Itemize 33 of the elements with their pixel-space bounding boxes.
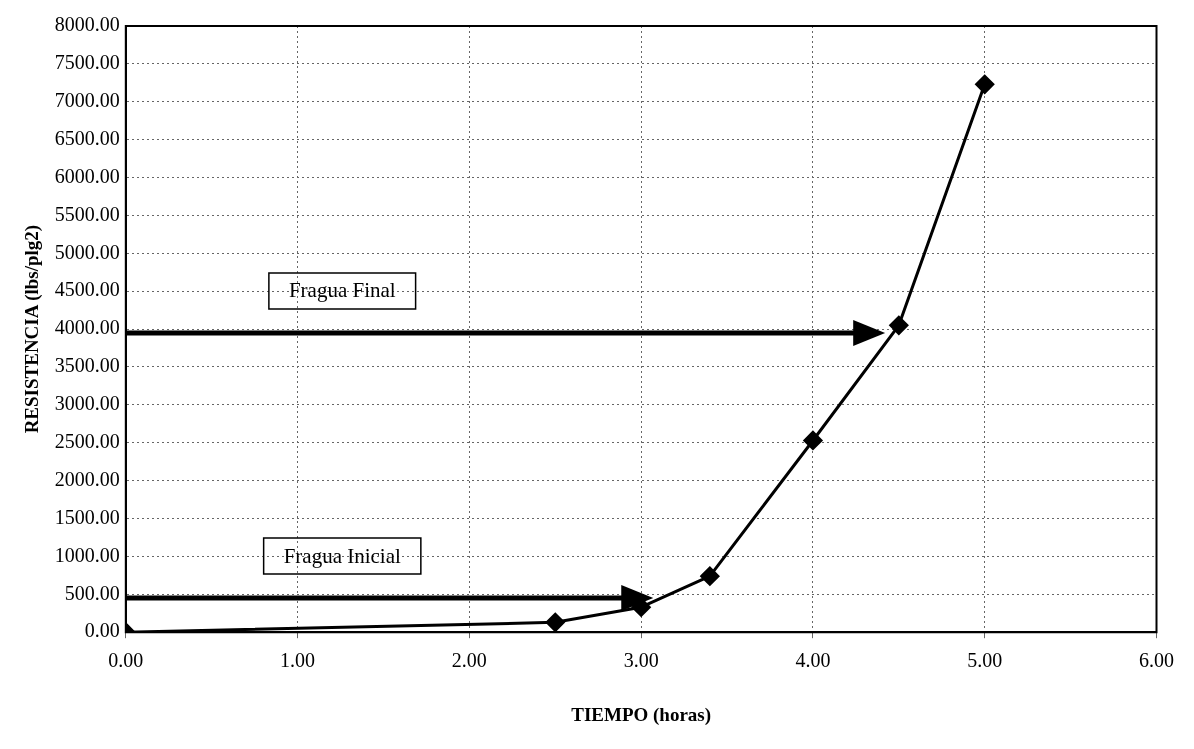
y-tick-label: 6000.00	[54, 164, 120, 187]
x-tick-label: 0.00	[108, 649, 144, 672]
point	[889, 315, 909, 335]
y-tick-label: 7500.00	[54, 51, 120, 74]
ref-line-label: Fragua Inicial	[283, 543, 402, 568]
y-tick-label: 5000.00	[54, 240, 120, 263]
y-axis-title: RESISTENCIA (lbs/plg2)	[21, 224, 44, 434]
x-axis-title: TIEMPO (horas)	[571, 703, 712, 726]
y-tick-label: 7000.00	[54, 89, 120, 112]
point	[700, 566, 720, 586]
y-tick-label: 5500.00	[54, 202, 120, 225]
y-tick-label: 1500.00	[54, 505, 120, 528]
x-tick-label: 3.00	[623, 649, 659, 672]
y-tick-label: 3500.00	[54, 354, 120, 377]
x-tick-label: 1.00	[280, 649, 316, 672]
x-tick-label: 2.00	[451, 649, 487, 672]
y-tick-label: 4000.00	[54, 316, 120, 339]
y-tick-label: 1000.00	[54, 543, 120, 566]
x-tick-label: 4.00	[795, 649, 831, 672]
y-tick-label: 2000.00	[54, 467, 120, 490]
x-tick-label: 6.00	[1139, 649, 1174, 672]
y-tick-label: 3000.00	[54, 392, 120, 415]
y-tick-label: 500.00	[64, 581, 120, 604]
y-tick-label: 2500.00	[54, 430, 120, 453]
point	[803, 430, 823, 450]
x-tick-label: 5.00	[967, 649, 1003, 672]
y-tick-label: 0.00	[84, 619, 120, 642]
y-tick-label: 8000.00	[54, 13, 120, 36]
point	[545, 612, 565, 632]
y-tick-label: 4500.00	[54, 278, 120, 301]
y-tick-label: 6500.00	[54, 126, 120, 149]
point	[975, 74, 995, 94]
ref-line-label: Fragua Final	[288, 278, 396, 303]
